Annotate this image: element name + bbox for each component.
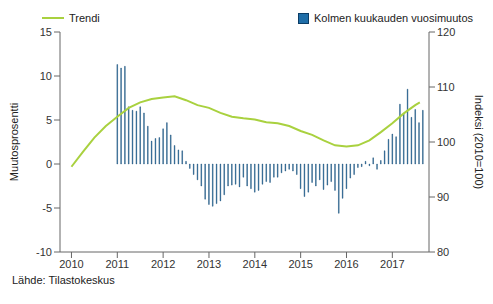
- svg-text:5: 5: [46, 114, 52, 126]
- svg-text:-5: -5: [42, 202, 52, 214]
- html-text:Lähde: Tilastokeskus: Lähde: Tilastokeskus: [12, 274, 115, 286]
- svg-text:120: 120: [437, 26, 455, 38]
- svg-text:110: 110: [437, 81, 455, 93]
- svg-text:2017: 2017: [380, 258, 404, 270]
- svg-text:2015: 2015: [288, 258, 312, 270]
- html-text:Kolmen kuukauden vuosimuutos: Kolmen kuukauden vuosimuutos: [314, 12, 473, 24]
- svg-text:15: 15: [40, 26, 52, 38]
- svg-text:Indeksi (2010=100): Indeksi (2010=100): [473, 95, 485, 189]
- svg-text:100: 100: [437, 136, 455, 148]
- svg-text:2012: 2012: [151, 258, 175, 270]
- svg-text:Muutosprosentti: Muutosprosentti: [8, 103, 20, 181]
- svg-text:2010: 2010: [59, 258, 83, 270]
- svg-text:-10: -10: [36, 246, 52, 258]
- svg-text:2013: 2013: [197, 258, 221, 270]
- svg-text:10: 10: [40, 70, 52, 82]
- svg-text:90: 90: [437, 191, 449, 203]
- svg-text:2011: 2011: [105, 258, 129, 270]
- html-text:Trendi: Trendi: [69, 12, 100, 24]
- svg-text:2014: 2014: [243, 258, 267, 270]
- svg-text:0: 0: [46, 158, 52, 170]
- svg-text:80: 80: [437, 246, 449, 258]
- svg-text:2016: 2016: [334, 258, 358, 270]
